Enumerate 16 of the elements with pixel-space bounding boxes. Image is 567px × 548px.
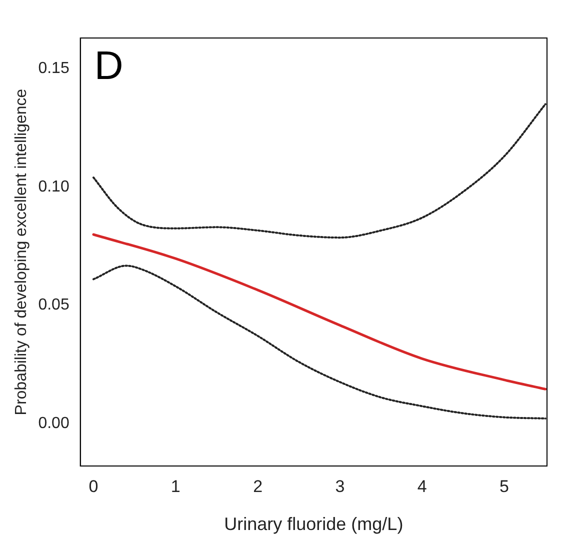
x-tick-label: 3	[335, 476, 345, 496]
x-tick-label: 4	[417, 476, 427, 496]
line-series	[92, 264, 546, 420]
y-axis-title: Probability of developing excellent intelligence	[13, 88, 30, 416]
x-axis-title: Urinary fluoride (mg/L)	[224, 514, 404, 534]
y-tick-label: 0.00	[38, 414, 70, 432]
x-tick-label: 1	[170, 476, 180, 496]
annotation: D	[94, 44, 124, 88]
y-tick-label: 0.05	[38, 296, 70, 314]
x-tick-label: 0	[88, 476, 98, 496]
line-series	[92, 233, 547, 390]
line-series	[92, 103, 546, 239]
y-tick-label: 0.10	[38, 178, 70, 196]
x-tick-label: 5	[500, 476, 510, 496]
x-tick-label: 2	[253, 476, 263, 496]
y-tick-label: 0.15	[38, 60, 70, 78]
